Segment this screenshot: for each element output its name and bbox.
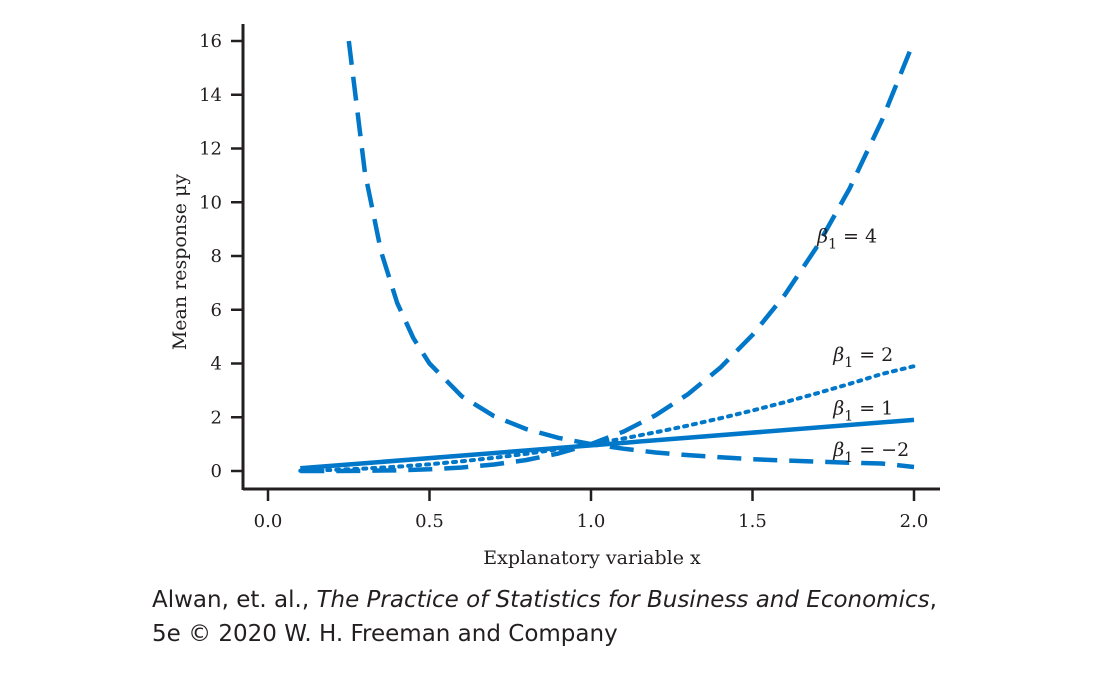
series-label-2: β1 = 2 bbox=[832, 344, 893, 371]
y-tick-label: 12 bbox=[199, 139, 222, 160]
series-label-beta: β bbox=[816, 226, 828, 248]
series-label-4: β1 = −2 bbox=[832, 439, 909, 466]
credit-comma: , bbox=[929, 587, 937, 613]
credit-book-title: The Practice of Statistics for Business … bbox=[316, 587, 930, 613]
series-label-beta: β bbox=[832, 439, 844, 461]
x-tick-label: 0.0 bbox=[254, 511, 283, 532]
series-label-1: β1 = 4 bbox=[816, 226, 877, 253]
series-label-subscript: 1 bbox=[844, 450, 853, 466]
series-line-1 bbox=[300, 40, 917, 474]
x-tick-label: 0.5 bbox=[415, 511, 444, 532]
credit-line-2: 5e © 2020 W. H. Freeman and Company bbox=[152, 621, 618, 647]
y-tick-label: 16 bbox=[199, 31, 222, 52]
series-labels: β1 = 4β1 = 2β1 = 1β1 = −2 bbox=[816, 226, 909, 467]
series-label-value: = 4 bbox=[837, 226, 877, 248]
series-label-subscript: 1 bbox=[844, 355, 853, 371]
series-label-subscript: 1 bbox=[828, 237, 837, 253]
series-line-2 bbox=[298, 364, 916, 473]
series-label-value: = −2 bbox=[853, 439, 909, 461]
series-label-beta: β bbox=[832, 344, 844, 366]
x-tick-label: 1.0 bbox=[577, 511, 606, 532]
series-line-3 bbox=[300, 417, 915, 471]
y-axis-title: Mean response μy bbox=[169, 174, 191, 351]
series-layer bbox=[298, 40, 917, 474]
credit-authors: Alwan, et. al., bbox=[152, 587, 317, 613]
y-tick-label: 6 bbox=[211, 300, 222, 321]
series-label-beta: β bbox=[832, 398, 844, 420]
series-label-3: β1 = 1 bbox=[832, 398, 893, 425]
y-tick-label: 4 bbox=[211, 354, 222, 375]
y-tick-label: 10 bbox=[199, 192, 222, 213]
series-label-subscript: 1 bbox=[844, 409, 853, 425]
figure-credit: Alwan, et. al., The Practice of Statisti… bbox=[152, 583, 937, 651]
x-axis: 0.0 0.5 1.0 1.5 2.0 bbox=[243, 487, 940, 532]
y-tick-label: 14 bbox=[199, 85, 222, 106]
x-tick-label: 1.5 bbox=[738, 511, 767, 532]
y-tick-label: 2 bbox=[211, 407, 222, 428]
y-tick-label: 0 bbox=[211, 461, 222, 482]
series-label-value: = 2 bbox=[853, 344, 893, 366]
credit-line-1: Alwan, et. al., The Practice of Statisti… bbox=[152, 583, 937, 617]
series-label-value: = 1 bbox=[853, 398, 893, 420]
x-axis-title: Explanatory variable x bbox=[483, 547, 701, 569]
series-line-4 bbox=[346, 40, 915, 470]
y-tick-label: 8 bbox=[211, 246, 222, 267]
y-axis: 0 2 4 6 8 10 12 14 16 bbox=[199, 24, 245, 490]
x-tick-label: 2.0 bbox=[900, 511, 929, 532]
